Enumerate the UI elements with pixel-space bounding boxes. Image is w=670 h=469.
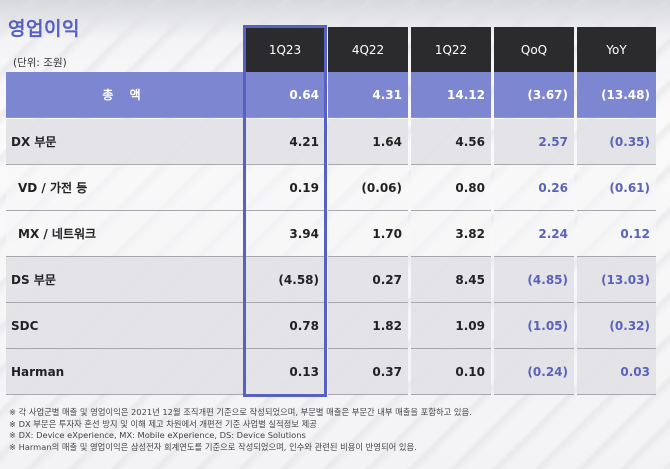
cell-qoq: (3.67) xyxy=(494,72,574,118)
cell-1q22: 4.56 xyxy=(411,119,491,165)
column-header-yoy: YoY xyxy=(577,27,656,72)
table-row-sdc: SDC 0.78 1.82 1.09 (1.05) (0.32) xyxy=(6,303,656,349)
cell-1q23: 3.94 xyxy=(245,211,325,257)
cell-4q22: 1.70 xyxy=(328,211,408,257)
footnote: ※ Harman의 매출 및 영업이익은 삼성전자 회계연도를 기준으로 작성되… xyxy=(9,441,417,452)
cell-qoq: (1.05) xyxy=(494,303,574,349)
row-label: MX / 네트워크 xyxy=(6,211,243,257)
cell-1q23: 0.13 xyxy=(245,349,325,395)
cell-1q22: 0.10 xyxy=(411,349,491,395)
table-row-total: 총 액 0.64 4.31 14.12 (3.67) (13.48) xyxy=(6,72,656,118)
table-row-dx: DX 부문 4.21 1.64 4.56 2.57 (0.35) xyxy=(6,119,656,165)
table-row-mx: MX / 네트워크 3.94 1.70 3.82 2.24 0.12 xyxy=(6,211,656,257)
cell-1q23: 0.64 xyxy=(245,72,325,118)
cell-1q22: 0.80 xyxy=(411,165,491,211)
cell-yoy: (13.03) xyxy=(577,257,656,303)
cell-qoq: (0.24) xyxy=(494,349,574,395)
cell-yoy: (13.48) xyxy=(577,72,656,118)
cell-1q23: 4.21 xyxy=(245,119,325,165)
cell-qoq: 2.57 xyxy=(494,119,574,165)
cell-qoq: 0.26 xyxy=(494,165,574,211)
table-row-harman: Harman 0.13 0.37 0.10 (0.24) 0.03 xyxy=(6,349,656,395)
page-title: 영업이익 xyxy=(8,18,80,40)
row-label: 총 액 xyxy=(6,72,243,118)
row-label: Harman xyxy=(6,349,243,395)
cell-4q22: 1.64 xyxy=(328,119,408,165)
row-label: DS 부문 xyxy=(6,257,243,303)
cell-1q23: 0.19 xyxy=(245,165,325,211)
cell-1q23: 0.78 xyxy=(245,303,325,349)
cell-yoy: (0.32) xyxy=(577,303,656,349)
cell-yoy: 0.12 xyxy=(577,211,656,257)
column-header-1q22: 1Q22 xyxy=(411,27,491,72)
table-row-vd: VD / 가전 등 0.19 (0.06) 0.80 0.26 (0.61) xyxy=(6,165,656,211)
column-header-1q23: 1Q23 xyxy=(245,27,325,72)
row-label: DX 부문 xyxy=(6,119,243,165)
footnote: ※ 각 사업군별 매출 및 영업이익은 2021년 12월 조직개편 기준으로 … xyxy=(9,407,472,417)
cell-1q22: 14.12 xyxy=(411,72,491,118)
cell-1q22: 3.82 xyxy=(411,211,491,257)
cell-yoy: 0.03 xyxy=(577,349,656,395)
cell-4q22: 1.82 xyxy=(328,303,408,349)
cell-yoy: (0.61) xyxy=(577,165,656,211)
cell-4q22: 0.37 xyxy=(328,349,408,395)
footnotes: ※ 각 사업군별 매출 및 영업이익은 2021년 12월 조직개편 기준으로 … xyxy=(9,407,472,453)
footnote: ※ DX: Device eXperience, MX: Mobile eXpe… xyxy=(9,430,306,441)
cell-4q22: 0.27 xyxy=(328,257,408,303)
row-label: VD / 가전 등 xyxy=(6,165,243,211)
cell-1q22: 1.09 xyxy=(411,303,491,349)
cell-1q23: (4.58) xyxy=(245,257,325,303)
cell-qoq: (4.85) xyxy=(494,257,574,303)
column-header-4q22: 4Q22 xyxy=(328,27,408,72)
cell-yoy: (0.35) xyxy=(577,119,656,165)
cell-1q22: 8.45 xyxy=(411,257,491,303)
unit-label: (단위: 조원) xyxy=(13,57,67,69)
table-row-ds: DS 부문 (4.58) 0.27 8.45 (4.85) (13.03) xyxy=(6,257,656,303)
cell-qoq: 2.24 xyxy=(494,211,574,257)
row-label: SDC xyxy=(6,303,243,349)
footnote: ※ DX 부문은 투자자 혼선 방지 및 이해 제고 차원에서 개편전 기준 사… xyxy=(9,418,317,429)
column-header-qoq: QoQ xyxy=(494,27,574,72)
cell-4q22: (0.06) xyxy=(328,165,408,211)
cell-4q22: 4.31 xyxy=(328,72,408,118)
